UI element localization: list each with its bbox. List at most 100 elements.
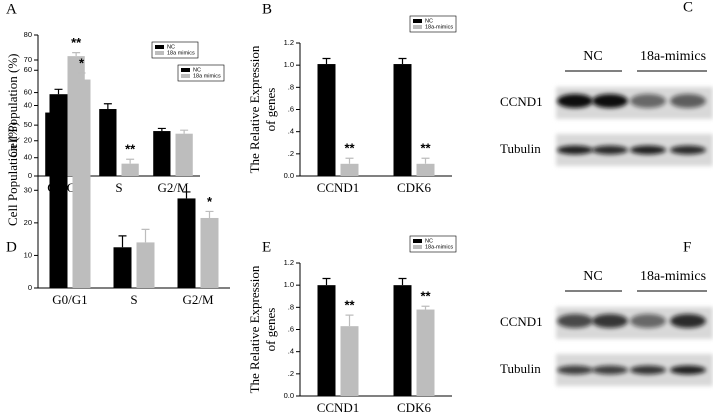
blot-band (630, 145, 666, 155)
x-tick-label: G2/M (157, 180, 189, 195)
bar (317, 64, 336, 176)
blot-band (670, 365, 706, 375)
error-bar (205, 210, 214, 218)
significance-label: ** (344, 141, 355, 156)
legend-swatch (155, 45, 164, 49)
y-tick-label: 0.0 (284, 171, 294, 180)
blot-band (557, 145, 593, 155)
error-bar (54, 88, 63, 95)
panel-label: E (262, 239, 271, 255)
y-tick-label: .4 (288, 347, 294, 356)
panel-label: C (683, 0, 693, 15)
error-bar (126, 158, 135, 164)
legend-label: NC (167, 44, 175, 50)
row-label: CCND1 (500, 94, 543, 109)
row-label: CCND1 (500, 314, 543, 329)
bar (49, 94, 68, 288)
y-tick-label: 1.2 (284, 38, 294, 47)
y-axis-label: of genes (263, 88, 278, 132)
bar (416, 309, 435, 396)
y-tick-label: .2 (288, 149, 294, 158)
y-tick-label: 1.2 (284, 258, 294, 267)
legend-swatch (413, 239, 422, 243)
blot-band (592, 145, 628, 155)
y-tick-label: 0 (28, 283, 32, 292)
error-bar (421, 305, 430, 310)
blot-band (670, 145, 706, 155)
significance-label: * (79, 55, 85, 70)
blot-band (630, 314, 666, 328)
legend-swatch (413, 19, 422, 23)
bar (113, 247, 132, 288)
significance-label: ** (420, 289, 431, 304)
legend-label: 18a mimics (167, 50, 195, 56)
legend-label: NC (193, 67, 201, 73)
blot-band (592, 365, 628, 375)
row-label: Tubulin (500, 361, 541, 376)
error-bar (345, 157, 354, 164)
y-tick-label: 20 (24, 218, 32, 227)
legend-swatch (413, 25, 422, 29)
legend-label: NC (425, 238, 433, 244)
error-bar (72, 52, 81, 57)
blot-band (630, 94, 666, 108)
panel-label: B (262, 1, 272, 17)
blot-band (670, 94, 706, 108)
y-tick-label: .4 (288, 127, 294, 136)
significance-label: * (207, 194, 213, 209)
significance-label: ** (71, 35, 82, 50)
error-bar (77, 72, 86, 80)
significance-label: ** (125, 142, 136, 157)
error-bar (157, 127, 166, 132)
y-tick-label: 60 (24, 65, 32, 74)
blot-band (630, 365, 666, 375)
blot-band (592, 314, 628, 328)
bar (340, 326, 359, 396)
error-bar (118, 235, 127, 248)
y-tick-label: .6 (288, 324, 294, 333)
legend-swatch (413, 245, 422, 249)
y-tick-label: 40 (24, 153, 32, 162)
bar (121, 163, 139, 176)
panel-label: F (683, 239, 691, 255)
error-bar (322, 57, 331, 65)
x-tick-label: CDK6 (397, 180, 431, 195)
error-bar (103, 103, 112, 110)
bar (177, 198, 196, 288)
y-axis-label: Cell Population (%) (5, 54, 20, 158)
y-tick-label: 1.0 (284, 60, 294, 69)
y-tick-label: 50 (24, 120, 32, 129)
y-tick-label: 60 (24, 88, 32, 97)
error-bar (180, 129, 189, 134)
significance-label: ** (344, 298, 355, 313)
y-axis-label: The Relative Expression (247, 265, 262, 393)
bar (340, 163, 359, 176)
legend-label: NC (425, 18, 433, 24)
x-tick-label: G0/G1 (52, 292, 87, 307)
y-tick-label: .2 (288, 369, 294, 378)
x-tick-label: CCND1 (317, 180, 360, 195)
blot-band (592, 94, 628, 108)
error-bar (141, 228, 150, 243)
error-bar (421, 157, 430, 164)
group-label: 18a-mimics (640, 269, 706, 284)
bar (416, 163, 435, 176)
legend-swatch (181, 68, 190, 72)
bar (175, 133, 193, 176)
bar (393, 285, 412, 396)
x-tick-label: S (115, 180, 122, 195)
blot-band (557, 314, 593, 328)
error-bar (398, 57, 407, 65)
y-tick-label: 20 (24, 136, 32, 145)
y-tick-label: 10 (24, 250, 32, 259)
x-tick-label: CCND1 (317, 400, 360, 415)
group-label: 18a-mimics (640, 49, 706, 64)
y-tick-label: .8 (288, 302, 294, 311)
error-bar (182, 191, 191, 199)
y-axis-label: Cell Population (%) (5, 122, 20, 226)
y-tick-label: 0 (28, 171, 32, 180)
error-bar (322, 277, 331, 286)
y-tick-label: 30 (24, 185, 32, 194)
error-bar (345, 314, 354, 327)
y-tick-label: 40 (24, 100, 32, 109)
